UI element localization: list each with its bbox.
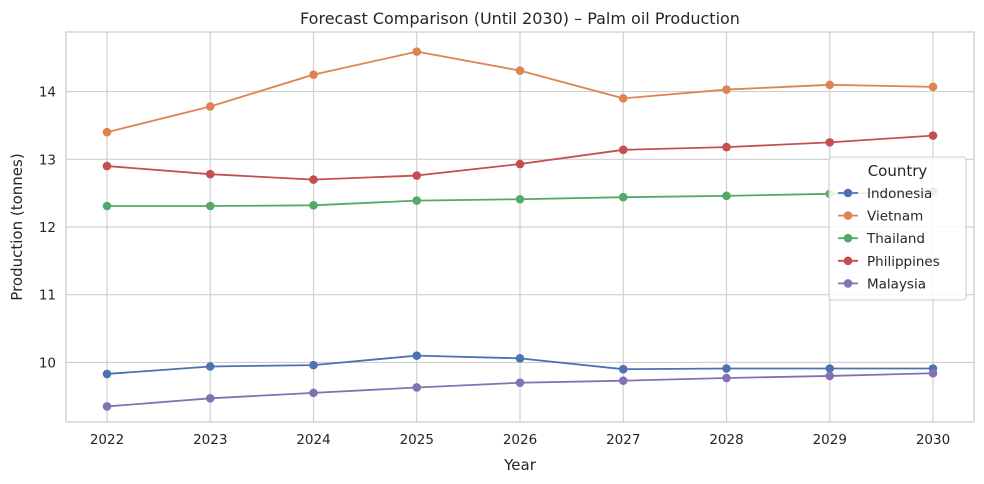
data-point-philippines [825, 138, 835, 147]
legend-marker-indonesia [843, 188, 853, 198]
legend-label-indonesia: Indonesia [867, 186, 932, 202]
legend-marker-thailand [843, 233, 853, 243]
legend-box [828, 156, 967, 301]
data-point-indonesia [102, 369, 112, 379]
data-point-malaysia [515, 378, 525, 388]
y-tick-label: 11 [39, 288, 56, 304]
data-point-vietnam [825, 80, 835, 90]
legend-item-malaysia: Malaysia [838, 276, 926, 292]
data-point-vietnam [515, 66, 525, 75]
x-tick-label: 2024 [296, 432, 330, 448]
y-tick-label: 13 [39, 152, 56, 168]
series-indonesia [102, 351, 938, 379]
y-axis-label: Production (tonnes) [8, 153, 26, 300]
data-point-philippines [412, 171, 422, 180]
data-point-thailand [309, 201, 318, 210]
data-point-malaysia [102, 402, 112, 411]
series-philippines [102, 131, 938, 184]
series-malaysia [102, 368, 938, 411]
data-point-philippines [515, 159, 525, 169]
data-point-thailand [515, 194, 525, 204]
data-point-vietnam [722, 85, 731, 94]
data-point-indonesia [412, 351, 422, 360]
data-point-vietnam [309, 70, 318, 79]
data-point-philippines [618, 145, 628, 155]
plot-area [65, 31, 975, 423]
data-point-thailand [412, 196, 422, 205]
legend-marker-philippines [843, 256, 853, 266]
x-tick-label: 2022 [90, 432, 124, 448]
data-point-vietnam [205, 102, 215, 111]
data-point-thailand [205, 201, 215, 211]
data-point-malaysia [412, 383, 422, 392]
data-point-indonesia [309, 360, 318, 370]
x-tick-label: 2026 [503, 432, 537, 448]
data-point-philippines [205, 169, 215, 179]
data-point-malaysia [205, 394, 215, 403]
data-point-vietnam [412, 47, 422, 56]
series-vietnam [102, 47, 938, 137]
legend: Country Indonesia Vietnam Thailand Philippin… [828, 156, 967, 301]
legend-item-indonesia: Indonesia [838, 186, 932, 202]
legend-item-vietnam: Vietnam [838, 209, 923, 225]
x-tick-label: 2023 [193, 432, 227, 448]
x-tick-label: 2025 [400, 432, 434, 448]
data-point-vietnam [618, 94, 628, 103]
data-point-indonesia [618, 364, 628, 374]
data-point-malaysia [722, 373, 731, 383]
data-point-philippines [102, 161, 112, 171]
data-point-malaysia [928, 368, 938, 378]
data-point-malaysia [309, 388, 318, 398]
data-point-vietnam [928, 82, 938, 92]
x-tick-label: 2030 [916, 432, 950, 448]
data-point-thailand [722, 191, 731, 201]
data-point-thailand [618, 192, 628, 202]
x-axis-label: Year [503, 456, 537, 474]
data-point-indonesia [515, 354, 525, 363]
data-point-indonesia [825, 364, 835, 373]
legend-label-vietnam: Vietnam [867, 209, 923, 225]
legend-label-malaysia: Malaysia [867, 276, 926, 292]
x-tick-label: 2029 [813, 432, 847, 448]
y-tick-label: 12 [39, 220, 56, 236]
legend-marker-vietnam [843, 211, 853, 220]
y-tick-label: 14 [39, 85, 56, 101]
data-point-malaysia [618, 376, 628, 385]
legend-marker-malaysia [843, 279, 853, 288]
legend-title: Country [868, 162, 928, 180]
legend-item-thailand: Thailand [838, 231, 925, 247]
data-point-philippines [722, 142, 731, 152]
data-point-indonesia [205, 362, 215, 371]
data-point-philippines [928, 131, 938, 140]
x-tick-label: 2028 [709, 432, 743, 448]
data-point-indonesia [722, 364, 731, 373]
y-tick-label: 10 [39, 355, 56, 371]
legend-item-philippines: Philippines [838, 254, 940, 270]
data-point-thailand [102, 201, 112, 211]
legend-label-philippines: Philippines [867, 254, 940, 270]
x-tick-label: 2027 [606, 432, 640, 448]
data-point-philippines [309, 175, 318, 184]
chart-title: Forecast Comparison (Until 2030) – Palm … [300, 9, 740, 28]
data-point-vietnam [102, 127, 112, 137]
tick-labels: 2022 2023 2024 2025 2026 2027 2028 2029 2030 10 11… [39, 85, 950, 448]
legend-label-thailand: Thailand [866, 231, 925, 247]
data-point-malaysia [825, 371, 835, 381]
